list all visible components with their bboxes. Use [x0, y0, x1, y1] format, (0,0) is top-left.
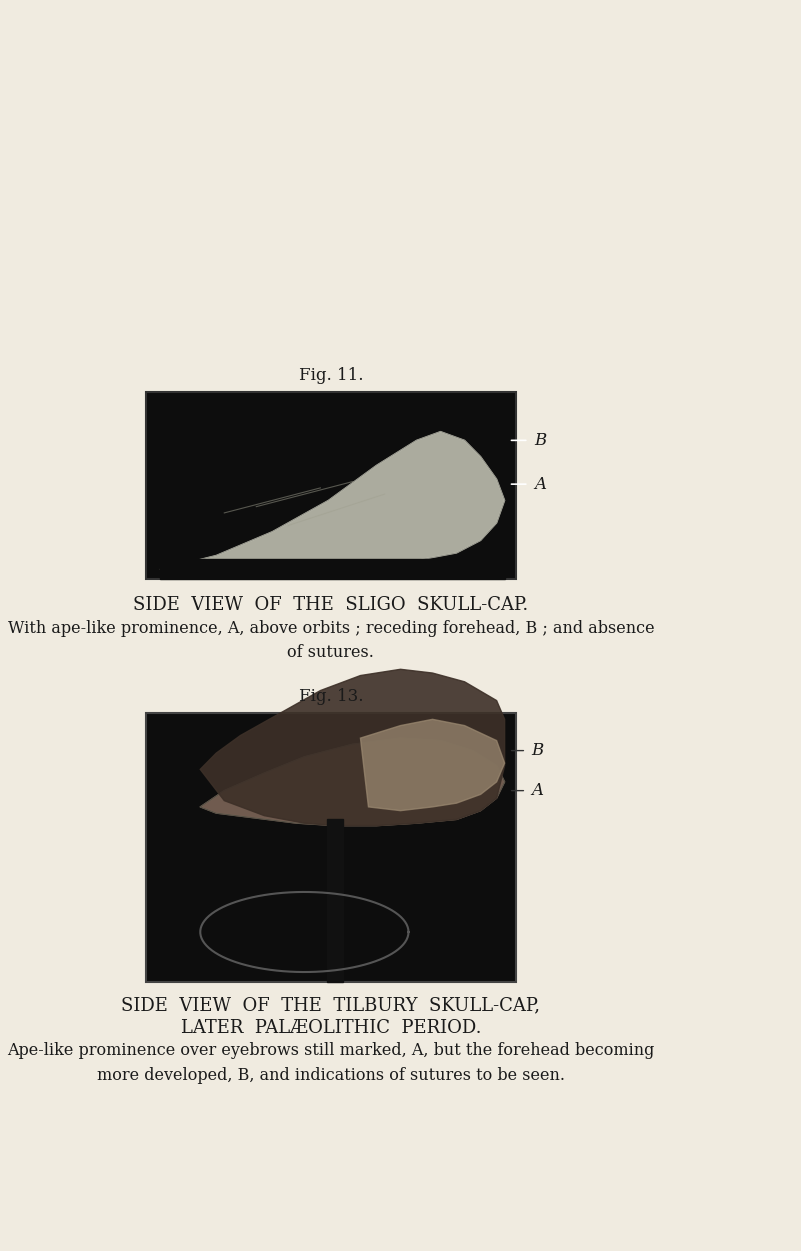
Polygon shape	[327, 819, 343, 982]
Text: B: B	[534, 432, 546, 449]
Polygon shape	[360, 719, 505, 811]
Text: Fig. 11.: Fig. 11.	[299, 367, 363, 384]
Text: B: B	[531, 742, 543, 759]
Text: SIDE  VIEW  OF  THE  TILBURY  SKULL-CAP,: SIDE VIEW OF THE TILBURY SKULL-CAP,	[121, 997, 541, 1015]
Polygon shape	[160, 559, 505, 579]
Text: Ape-like prominence over eyebrows still marked, A, but the forehead becoming
mor: Ape-like prominence over eyebrows still …	[7, 1042, 654, 1085]
Bar	[146, 392, 516, 579]
Text: A: A	[534, 475, 546, 493]
Text: Fig. 13.: Fig. 13.	[299, 688, 363, 706]
Text: LATER  PALÆOLITHIC  PERIOD.: LATER PALÆOLITHIC PERIOD.	[180, 1020, 481, 1037]
Text: With ape-like prominence, A, above orbits ; receding forehead, B ; and absence
o: With ape-like prominence, A, above orbit…	[7, 619, 654, 662]
Bar	[146, 713, 516, 982]
Text: SIDE  VIEW  OF  THE  SLIGO  SKULL-CAP.: SIDE VIEW OF THE SLIGO SKULL-CAP.	[133, 597, 529, 614]
Polygon shape	[160, 432, 505, 573]
Text: A: A	[531, 782, 543, 799]
Polygon shape	[200, 669, 505, 826]
Polygon shape	[200, 738, 505, 826]
